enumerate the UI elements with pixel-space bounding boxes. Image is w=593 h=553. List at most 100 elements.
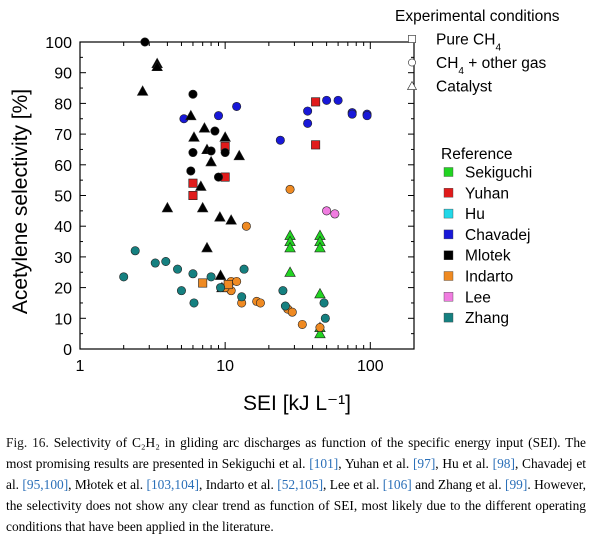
data-point-indarto	[256, 299, 264, 307]
data-point-chavadej	[276, 136, 284, 144]
y-tick-label: 20	[54, 281, 72, 298]
y-tick-label: 30	[54, 250, 72, 267]
data-point-mlotek	[199, 123, 210, 132]
data-point-zhang	[190, 299, 198, 307]
y-tick-label: 80	[54, 96, 72, 113]
y-tick-label: 40	[54, 219, 72, 236]
legend-label-hu: Hu	[465, 206, 485, 223]
y-tick-label: 100	[45, 35, 72, 52]
caption-text: Selectivity of C₂H₂ in gliding arc disch…	[6, 435, 586, 534]
data-point-zhang	[189, 270, 197, 278]
data-point-sekiguchi	[315, 288, 326, 297]
caption-segment: , Lee et al.	[323, 477, 383, 492]
data-point-lee	[322, 207, 330, 215]
data-point-chavadej	[232, 102, 240, 110]
data-point-mlotek	[141, 38, 149, 46]
legend-label-sekiguchi: Sekiguchi	[465, 165, 532, 182]
legend-label-lee: Lee	[465, 289, 491, 306]
citation-link[interactable]: [52,105]	[277, 477, 323, 492]
legend-reference-title: Reference	[441, 146, 513, 163]
data-point-mlotek	[189, 148, 197, 156]
citation-link[interactable]: [98]	[493, 456, 515, 471]
legend-marker-label: Catalyst	[436, 79, 493, 96]
data-point-yuhan	[311, 141, 319, 149]
citation-link[interactable]: [97]	[413, 456, 435, 471]
citation-link[interactable]: [101]	[309, 456, 338, 471]
data-point-mlotek	[211, 127, 219, 135]
data-point-chavadej	[363, 111, 371, 119]
legend-marker-label: Pure CH4	[436, 32, 501, 54]
x-tick-label: 100	[357, 358, 384, 375]
x-axis-label: SEI [kJ L⁻¹]	[243, 392, 351, 415]
data-point-mlotek	[187, 167, 195, 175]
data-point-mlotek	[206, 156, 217, 165]
legend-label-chavadej: Chavadej	[465, 227, 531, 244]
caption-segment: , Yuhan et al.	[338, 456, 413, 471]
legend-swatch-hu	[444, 209, 453, 218]
y-tick-label: 10	[54, 311, 72, 328]
data-point-mlotek	[215, 270, 226, 279]
legend-swatch-zhang	[444, 313, 453, 322]
data-point-mlotek	[215, 212, 226, 221]
data-points	[119, 38, 371, 338]
data-point-chavadej	[322, 96, 330, 104]
caption-label: Fig. 16.	[6, 435, 49, 450]
data-point-chavadej	[303, 119, 311, 127]
y-axis-label: Acetylene selectivity [%]	[9, 89, 32, 314]
data-point-mlotek	[234, 150, 245, 159]
citation-link[interactable]: [106]	[383, 477, 412, 492]
data-point-zhang	[207, 273, 215, 281]
data-point-zhang	[279, 286, 287, 294]
data-point-yuhan	[189, 191, 197, 199]
legend-swatch-chavadej	[444, 230, 453, 239]
data-point-mlotek	[207, 147, 215, 155]
legend-conditions-title: Experimental conditions	[395, 8, 560, 25]
y-tick-label: 70	[54, 127, 72, 144]
data-point-chavadej	[303, 107, 311, 115]
data-point-yuhan	[189, 179, 197, 187]
data-point-mlotek	[137, 86, 148, 95]
data-point-zhang	[173, 265, 181, 273]
legend-experimental-conditions: Experimental conditionsPure CH4CH4 + oth…	[395, 8, 560, 96]
data-point-zhang	[177, 286, 185, 294]
data-point-chavadej	[214, 111, 222, 119]
y-tick-label: 0	[63, 342, 72, 359]
legend-swatch-yuhan	[444, 188, 453, 197]
y-tick-label: 60	[54, 158, 72, 175]
data-point-mlotek	[202, 242, 213, 251]
data-point-mlotek	[197, 203, 208, 212]
data-point-zhang	[240, 265, 248, 273]
data-point-indarto	[286, 185, 294, 193]
data-point-mlotek	[226, 215, 237, 224]
data-point-zhang	[321, 314, 329, 322]
caption-segment: , Młotek et al.	[68, 477, 146, 492]
data-point-yuhan	[311, 98, 319, 106]
data-point-mlotek	[162, 203, 173, 212]
legend-swatch-sekiguchi	[444, 168, 453, 177]
caption-segment: , Hu et al.	[435, 456, 492, 471]
data-point-indarto	[232, 277, 240, 285]
legend-marker-circle	[408, 59, 415, 66]
data-point-lee	[331, 210, 339, 218]
citation-link[interactable]: [103,104]	[147, 477, 199, 492]
data-point-indarto	[242, 222, 250, 230]
citation-link[interactable]: [95,100]	[22, 477, 68, 492]
caption-segment: and Zhang et al.	[412, 477, 505, 492]
figure-caption: Fig. 16. Selectivity of C₂H₂ in gliding …	[6, 432, 586, 537]
x-tick-label: 1	[76, 358, 85, 375]
legend-label-mlotek: Mlotek	[465, 248, 511, 265]
data-point-zhang	[237, 293, 245, 301]
legend-reference: Reference Sekiguchi Yuhan Hu Chavadej Mlotek I…	[441, 146, 532, 327]
legend-marker-triangle	[408, 82, 417, 90]
data-point-mlotek	[221, 148, 229, 156]
legend-swatch-lee	[444, 292, 453, 301]
data-point-zhang	[162, 257, 170, 265]
y-tick-label: 50	[54, 189, 72, 206]
legend-label-yuhan: Yuhan	[465, 185, 509, 202]
citation-link[interactable]: [99]	[505, 477, 527, 492]
data-point-zhang	[119, 273, 127, 281]
legend-marker-square	[408, 35, 415, 42]
data-point-mlotek	[186, 110, 197, 119]
data-point-mlotek	[189, 90, 197, 98]
